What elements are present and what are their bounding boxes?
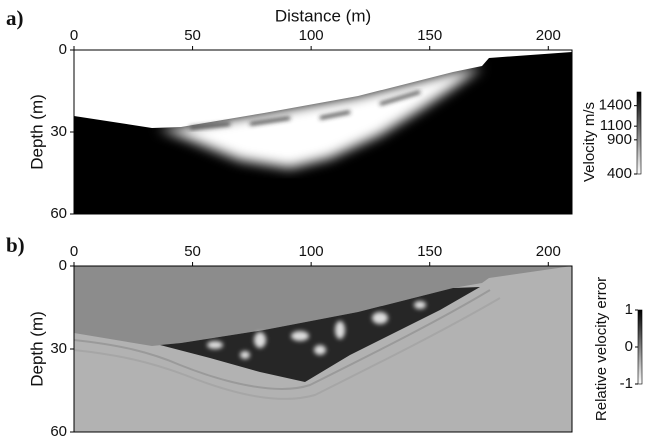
- colorbar: [636, 91, 642, 175]
- y-tick-label: 60: [50, 205, 67, 222]
- colorbar-tick-label: 0: [625, 338, 633, 355]
- y-tick-label: 0: [59, 41, 67, 58]
- y-tick-label: 0: [59, 257, 67, 274]
- colorbar-tick-label: -1: [620, 375, 633, 392]
- error-image: [74, 266, 572, 432]
- x-tick-label: 150: [417, 27, 442, 44]
- x-tick-label: 200: [536, 27, 561, 44]
- x-axis-title: Distance (m): [275, 6, 371, 25]
- velocity-image: [74, 50, 572, 214]
- y-tick-label: 30: [50, 123, 67, 140]
- colorbar-tick-label: 1400: [599, 97, 632, 114]
- panel-label: b): [6, 233, 25, 257]
- colorbar-title: Relative velocity error: [593, 277, 610, 421]
- y-axis-title: Depth (m): [27, 311, 46, 387]
- x-tick-label: 0: [70, 243, 78, 260]
- x-tick-label: 100: [299, 27, 324, 44]
- x-tick-label: 200: [536, 243, 561, 260]
- x-tick-label: 50: [184, 243, 201, 260]
- y-tick-label: 60: [50, 423, 67, 440]
- colorbar-tick-label: 400: [607, 165, 632, 182]
- y-axis-title: Depth (m): [27, 94, 46, 170]
- panel-label: a): [6, 6, 24, 30]
- y-tick-label: 30: [50, 340, 67, 357]
- colorbar-title: Velocity m/s: [581, 102, 598, 182]
- x-tick-label: 150: [417, 243, 442, 260]
- x-tick-label: 100: [299, 243, 324, 260]
- colorbar-tick-label: 1100: [600, 117, 632, 134]
- x-tick-label: 0: [70, 27, 78, 44]
- colorbar-tick-label: 1: [625, 301, 633, 318]
- colorbar-tick-label: 900: [607, 131, 632, 148]
- colorbar: [637, 309, 643, 385]
- x-tick-label: 50: [184, 27, 201, 44]
